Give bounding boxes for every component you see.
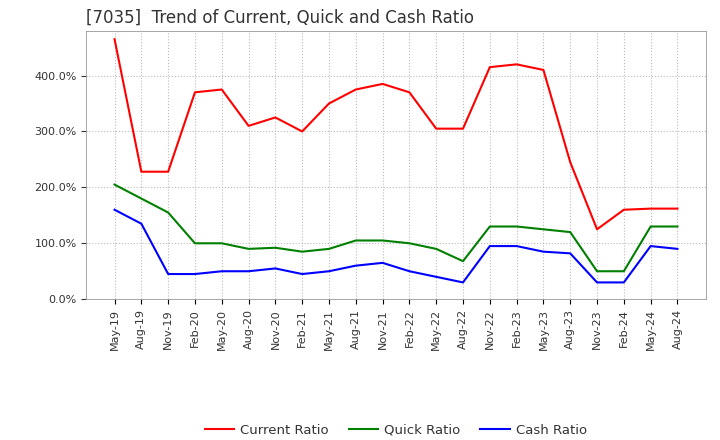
Quick Ratio — [513, 224, 521, 229]
Current Ratio — [405, 90, 414, 95]
Line: Quick Ratio: Quick Ratio — [114, 184, 678, 271]
Current Ratio — [378, 81, 387, 87]
Quick Ratio — [271, 245, 279, 250]
Quick Ratio — [217, 241, 226, 246]
Quick Ratio — [137, 196, 145, 201]
Current Ratio — [325, 101, 333, 106]
Current Ratio — [298, 129, 307, 134]
Cash Ratio — [459, 280, 467, 285]
Current Ratio — [432, 126, 441, 131]
Cash Ratio — [539, 249, 548, 254]
Cash Ratio — [513, 243, 521, 249]
Quick Ratio — [459, 259, 467, 264]
Quick Ratio — [485, 224, 494, 229]
Quick Ratio — [351, 238, 360, 243]
Cash Ratio — [566, 251, 575, 256]
Current Ratio — [673, 206, 682, 211]
Cash Ratio — [271, 266, 279, 271]
Current Ratio — [566, 160, 575, 165]
Quick Ratio — [566, 230, 575, 235]
Cash Ratio — [298, 271, 307, 277]
Cash Ratio — [647, 243, 655, 249]
Quick Ratio — [298, 249, 307, 254]
Current Ratio — [513, 62, 521, 67]
Current Ratio — [244, 123, 253, 128]
Quick Ratio — [619, 268, 628, 274]
Cash Ratio — [325, 268, 333, 274]
Current Ratio — [351, 87, 360, 92]
Cash Ratio — [137, 221, 145, 226]
Quick Ratio — [593, 268, 601, 274]
Cash Ratio — [593, 280, 601, 285]
Current Ratio — [459, 126, 467, 131]
Cash Ratio — [405, 268, 414, 274]
Cash Ratio — [432, 274, 441, 279]
Quick Ratio — [432, 246, 441, 252]
Quick Ratio — [673, 224, 682, 229]
Cash Ratio — [217, 268, 226, 274]
Current Ratio — [164, 169, 173, 174]
Cash Ratio — [164, 271, 173, 277]
Current Ratio — [593, 227, 601, 232]
Legend: Current Ratio, Quick Ratio, Cash Ratio: Current Ratio, Quick Ratio, Cash Ratio — [199, 418, 593, 440]
Line: Cash Ratio: Cash Ratio — [114, 210, 678, 282]
Cash Ratio — [110, 207, 119, 213]
Cash Ratio — [244, 268, 253, 274]
Current Ratio — [619, 207, 628, 213]
Current Ratio — [137, 169, 145, 174]
Quick Ratio — [191, 241, 199, 246]
Quick Ratio — [164, 210, 173, 215]
Text: [7035]  Trend of Current, Quick and Cash Ratio: [7035] Trend of Current, Quick and Cash … — [86, 8, 474, 26]
Current Ratio — [539, 67, 548, 73]
Quick Ratio — [325, 246, 333, 252]
Cash Ratio — [673, 246, 682, 252]
Quick Ratio — [647, 224, 655, 229]
Quick Ratio — [110, 182, 119, 187]
Current Ratio — [191, 90, 199, 95]
Current Ratio — [217, 87, 226, 92]
Current Ratio — [647, 206, 655, 211]
Cash Ratio — [378, 260, 387, 265]
Quick Ratio — [378, 238, 387, 243]
Cash Ratio — [619, 280, 628, 285]
Cash Ratio — [485, 243, 494, 249]
Quick Ratio — [539, 227, 548, 232]
Quick Ratio — [244, 246, 253, 252]
Current Ratio — [271, 115, 279, 120]
Quick Ratio — [405, 241, 414, 246]
Line: Current Ratio: Current Ratio — [114, 39, 678, 229]
Cash Ratio — [351, 263, 360, 268]
Current Ratio — [485, 65, 494, 70]
Cash Ratio — [191, 271, 199, 277]
Current Ratio — [110, 37, 119, 42]
